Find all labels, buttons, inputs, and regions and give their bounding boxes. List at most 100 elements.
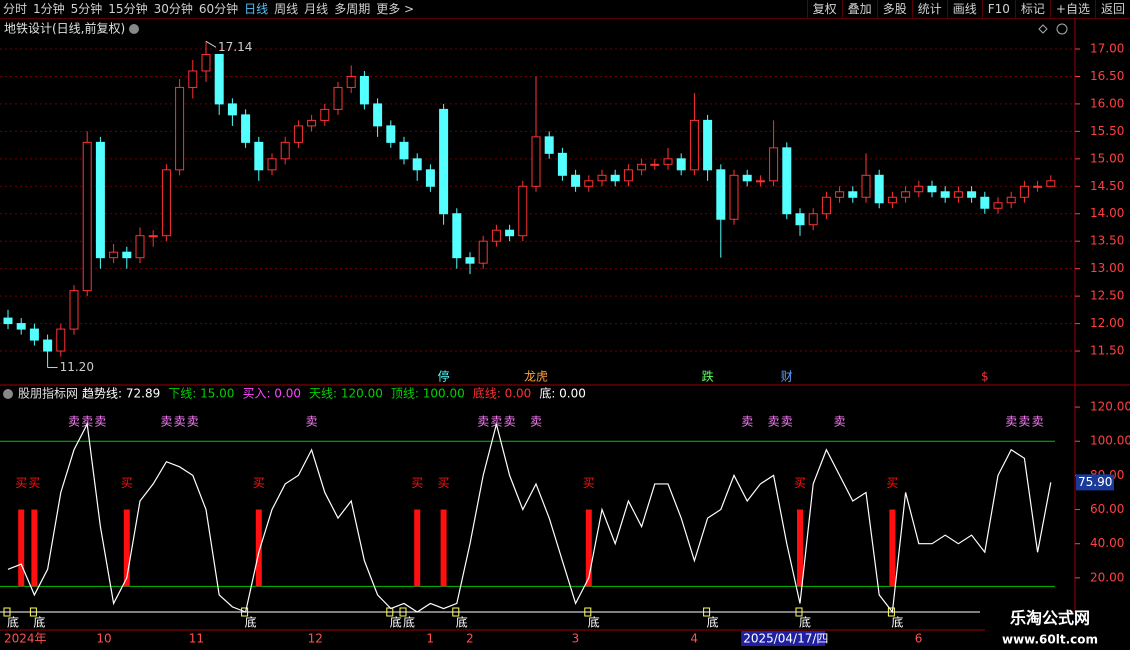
watermark-bg bbox=[985, 612, 1130, 650]
candle-body bbox=[914, 185, 924, 193]
action-button[interactable]: F10 bbox=[981, 0, 1015, 18]
candle-body bbox=[571, 174, 581, 187]
candle-body bbox=[505, 229, 515, 237]
background bbox=[0, 19, 1130, 650]
candle-body bbox=[861, 174, 871, 198]
event-marker: 财 bbox=[781, 370, 793, 384]
buy-bar bbox=[414, 509, 421, 587]
candle-body bbox=[835, 191, 845, 198]
bottom-label: 底 bbox=[707, 615, 719, 630]
y-tick-label: 16.00 bbox=[1090, 96, 1124, 110]
period-tab[interactable]: 15分钟 bbox=[108, 2, 148, 16]
candle-body bbox=[122, 251, 132, 259]
collapse-icon[interactable] bbox=[1056, 23, 1068, 35]
candle-body bbox=[637, 163, 647, 171]
candle-body bbox=[663, 158, 673, 165]
title-menu[interactable] bbox=[129, 24, 139, 34]
y-tick-label: 14.00 bbox=[1090, 206, 1124, 220]
y-tick-label: 60.00 bbox=[1090, 502, 1124, 516]
indicator-value: 底线: 0.00 bbox=[473, 386, 532, 401]
action-button[interactable]: 复权 bbox=[806, 0, 842, 18]
period-tab[interactable]: 多周期 bbox=[334, 2, 371, 16]
indicator-value: 趋势线: 72.89 bbox=[82, 387, 160, 401]
x-tick-label: 2025/04/17/四 bbox=[743, 632, 828, 646]
candle-body bbox=[874, 174, 884, 204]
candle-body bbox=[518, 185, 528, 237]
candle-body bbox=[267, 158, 277, 171]
sell-label: 卖 bbox=[306, 415, 318, 429]
buy-label: 买 bbox=[794, 476, 806, 490]
annotation-label: 11.20 bbox=[60, 360, 94, 374]
candle-body bbox=[782, 147, 792, 215]
candle-body bbox=[980, 196, 990, 209]
candle-body bbox=[95, 141, 105, 259]
period-tab[interactable]: 更多 > bbox=[376, 2, 415, 16]
bottom-marker bbox=[887, 607, 895, 617]
period-tab[interactable]: 30分钟 bbox=[153, 2, 193, 16]
period-tab[interactable]: 日线 bbox=[244, 2, 269, 16]
bottom-label: 底 bbox=[588, 615, 600, 630]
candle-body bbox=[491, 229, 501, 242]
sell-label: 卖 bbox=[490, 415, 502, 429]
action-button[interactable]: 标记 bbox=[1014, 0, 1050, 18]
candle-body bbox=[227, 103, 237, 116]
candle-body bbox=[901, 191, 911, 198]
period-tab[interactable]: 周线 bbox=[274, 2, 299, 16]
y-tick-label: 14.50 bbox=[1090, 179, 1124, 193]
candle-body bbox=[940, 191, 950, 198]
candle-body bbox=[584, 180, 594, 187]
action-button[interactable]: 叠加 bbox=[841, 0, 877, 18]
sell-label: 卖 bbox=[1005, 415, 1017, 429]
bottom-marker bbox=[795, 607, 803, 617]
candle-body bbox=[1006, 196, 1016, 204]
sell-label: 卖 bbox=[768, 415, 780, 429]
action-button[interactable]: 画线 bbox=[946, 0, 982, 18]
annotation-leader bbox=[205, 40, 217, 48]
bottom-marker bbox=[703, 607, 711, 617]
candle-body bbox=[848, 191, 858, 198]
diamond-icon[interactable] bbox=[1038, 24, 1048, 34]
candle-body bbox=[993, 202, 1003, 209]
action-button[interactable]: 返回 bbox=[1094, 0, 1130, 18]
bottom-label: 底 bbox=[891, 615, 903, 630]
candle-body bbox=[386, 125, 396, 143]
candle-body bbox=[953, 191, 963, 198]
sell-label: 卖 bbox=[834, 415, 846, 429]
candle-body bbox=[373, 103, 383, 127]
x-tick-label: 2024年 bbox=[4, 632, 47, 646]
candle-body bbox=[716, 169, 726, 220]
candle-body bbox=[967, 191, 977, 198]
action-button[interactable]: 多股 bbox=[876, 0, 912, 18]
candle-body bbox=[452, 213, 462, 259]
period-tab[interactable]: 60分钟 bbox=[198, 2, 239, 16]
indicator-title: 股朋指标网 bbox=[18, 386, 78, 401]
action-button[interactable]: +自选 bbox=[1049, 0, 1095, 18]
period-tab[interactable]: 月线 bbox=[304, 2, 329, 16]
y-tick-label: 13.50 bbox=[1090, 234, 1124, 248]
indicator-menu[interactable] bbox=[3, 389, 13, 399]
period-tab[interactable]: 5分钟 bbox=[70, 2, 103, 16]
period-tab[interactable]: 1分钟 bbox=[33, 2, 65, 16]
indicator-value: 底: 0.00 bbox=[539, 386, 586, 401]
y-tick-label: 12.50 bbox=[1090, 289, 1124, 303]
indicator-value: 顶线: 100.00 bbox=[391, 387, 465, 401]
candle-body bbox=[650, 163, 660, 166]
annotation-label: 17.14 bbox=[218, 40, 252, 54]
candle-body bbox=[425, 169, 435, 187]
candle-body bbox=[729, 174, 739, 220]
chart-title: 地铁设计(日线,前复权) bbox=[4, 21, 125, 36]
candle-body bbox=[1033, 185, 1043, 188]
y-tick-label: 15.50 bbox=[1090, 124, 1124, 138]
indicator-value: 买入: 0.00 bbox=[242, 387, 301, 401]
action-button[interactable]: 统计 bbox=[911, 0, 947, 18]
candle-body bbox=[359, 75, 369, 105]
cursor-date-bg bbox=[741, 631, 826, 646]
period-tab[interactable]: 分时 bbox=[3, 2, 28, 16]
sell-label: 卖 bbox=[81, 415, 93, 429]
candle-body bbox=[293, 125, 303, 143]
event-marker: $ bbox=[981, 370, 989, 384]
sell-label: 卖 bbox=[1032, 415, 1044, 429]
candle-body bbox=[16, 323, 26, 330]
